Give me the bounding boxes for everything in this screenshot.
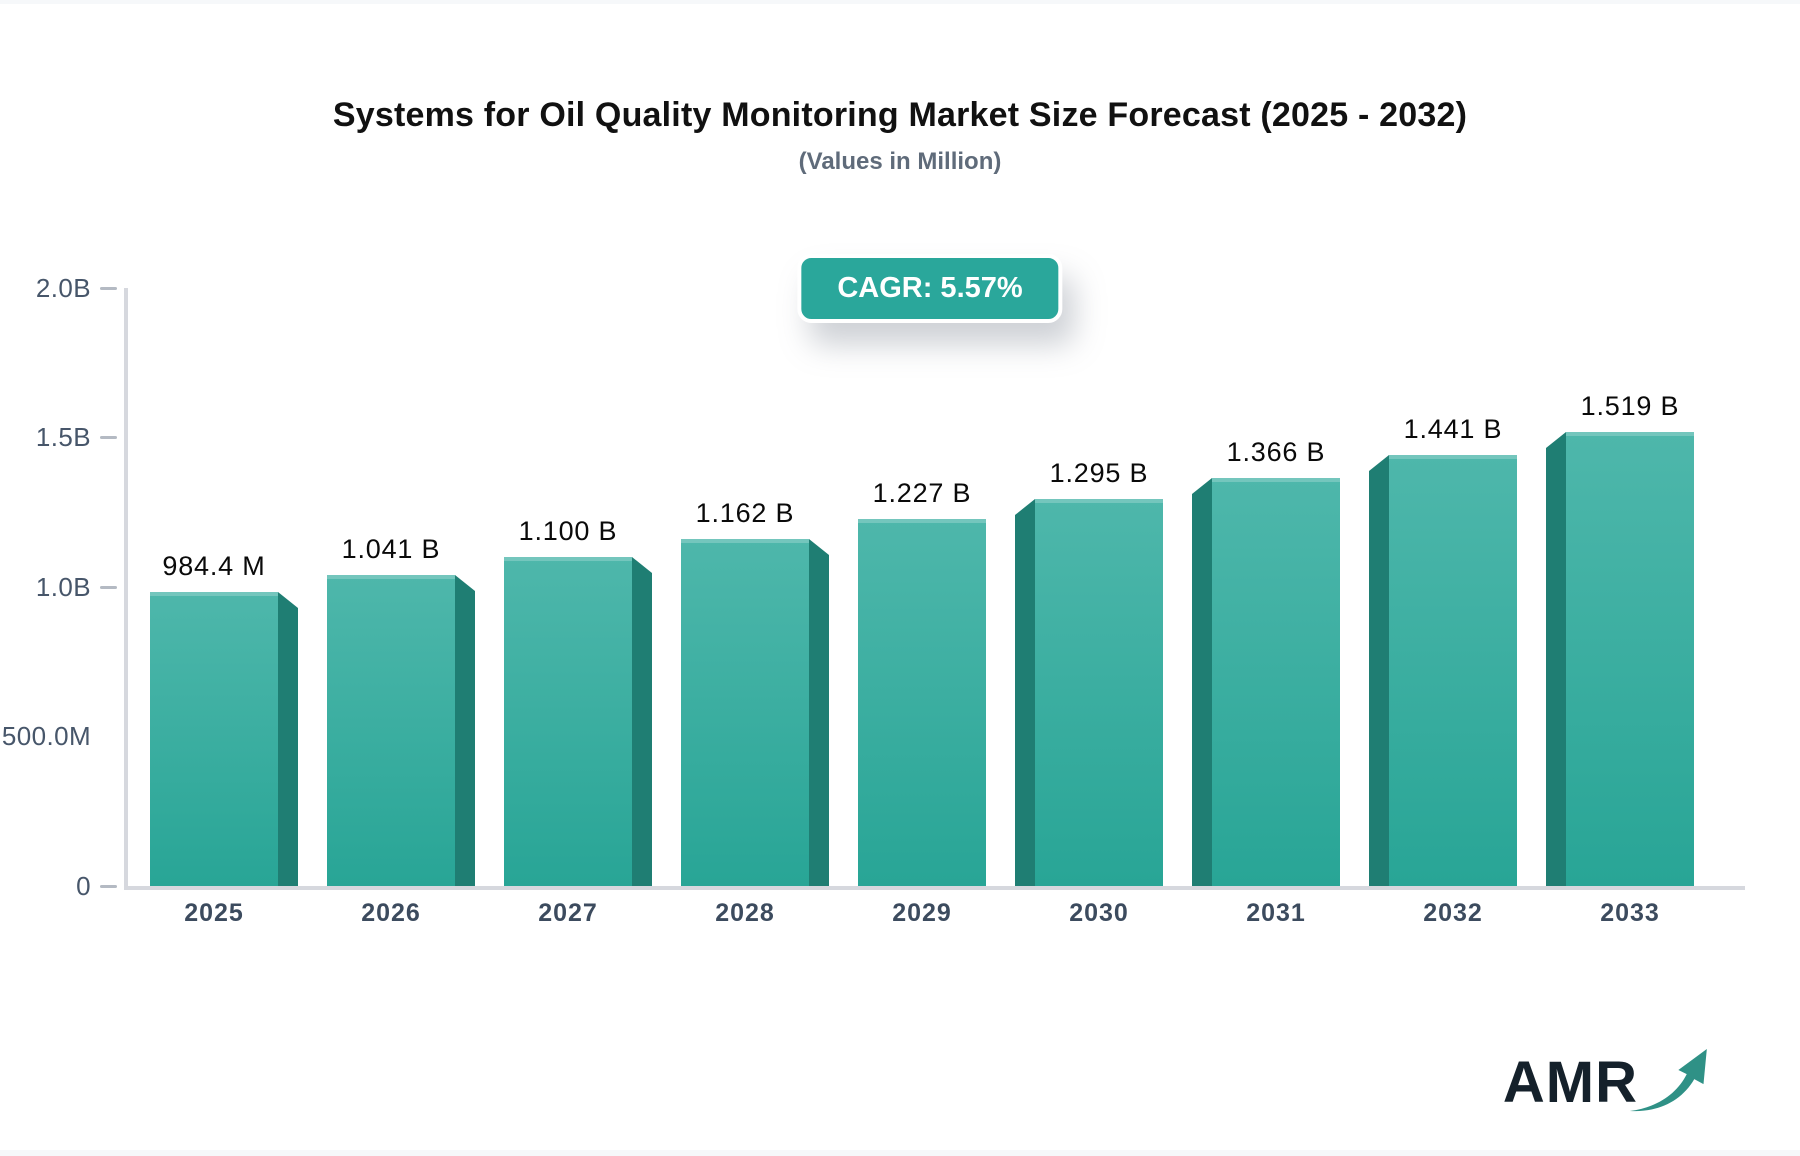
top-edge-strip bbox=[0, 0, 1800, 4]
x-tick-label-2030: 2030 bbox=[1069, 899, 1129, 927]
bar-side-face bbox=[1546, 432, 1566, 886]
bar-value-label: 1.441 B bbox=[1403, 414, 1503, 444]
bar-value-label: 1.366 B bbox=[1226, 437, 1326, 467]
bar-top-highlight bbox=[1566, 432, 1694, 436]
y-tick-500.0M: 500.0M bbox=[0, 721, 120, 752]
y-tick-dash bbox=[100, 286, 117, 290]
y-axis: 2.0B 1.5B 1.0B 500.0M 0 bbox=[0, 273, 120, 901]
bar-top-highlight bbox=[681, 539, 809, 543]
bar-value-label: 984.4 M bbox=[162, 551, 266, 581]
bar-top-highlight bbox=[858, 519, 986, 523]
y-tick-1.0B: 1.0B bbox=[0, 572, 120, 602]
x-tick-label-2029: 2029 bbox=[892, 899, 952, 927]
plot-area: 984.4 M 2025 1.041 B 2026 1.100 B 2027 1.162 B… bbox=[124, 288, 1745, 927]
bar-top-highlight bbox=[1035, 499, 1163, 503]
y-tick-dash bbox=[100, 884, 117, 888]
x-tick-label-2028: 2028 bbox=[715, 899, 775, 927]
bar-2027 bbox=[504, 557, 632, 886]
bar-value-label: 1.295 B bbox=[1049, 458, 1149, 488]
x-axis-line bbox=[124, 886, 1745, 890]
bar-side-face bbox=[809, 539, 829, 886]
bar-side-face bbox=[632, 557, 652, 886]
x-tick-label-2031: 2031 bbox=[1246, 899, 1306, 927]
x-tick-label-2025: 2025 bbox=[184, 899, 244, 927]
y-tick-label: 1.0B bbox=[35, 571, 91, 602]
cagr-badge: CAGR: 5.57% bbox=[797, 254, 1063, 323]
bar-value-label: 1.162 B bbox=[695, 498, 795, 528]
y-tick-label: 0 bbox=[76, 870, 91, 901]
y-tick-label: 2.0B bbox=[35, 272, 91, 303]
y-tick-label: 1.5B bbox=[35, 422, 91, 452]
bar-top-highlight bbox=[504, 557, 632, 561]
bar-value-label: 1.100 B bbox=[518, 516, 618, 546]
bar-2032 bbox=[1389, 455, 1517, 886]
x-tick-label-2027: 2027 bbox=[538, 899, 598, 927]
bar-top-highlight bbox=[1212, 478, 1340, 482]
bar-side-face bbox=[278, 592, 298, 886]
y-tick-0: 0 bbox=[0, 871, 120, 901]
bar-top-highlight bbox=[150, 592, 278, 596]
x-tick-label-2032: 2032 bbox=[1423, 899, 1483, 927]
bar-top-highlight bbox=[327, 575, 455, 579]
bar-2031 bbox=[1212, 478, 1340, 886]
bar-value-label: 1.519 B bbox=[1580, 391, 1680, 421]
bar-2029 bbox=[858, 519, 986, 886]
x-tick-label-2033: 2033 bbox=[1600, 899, 1660, 927]
bar-2028 bbox=[681, 539, 809, 886]
bar-2025 bbox=[150, 592, 278, 886]
amr-logo-text: AMR bbox=[1502, 1050, 1638, 1115]
y-tick-2.0B: 2.0B bbox=[0, 273, 120, 303]
bar-side-face bbox=[1015, 499, 1035, 886]
bar-side-face bbox=[1369, 455, 1389, 886]
bar-value-label: 1.041 B bbox=[341, 534, 441, 564]
chart-subtitle: (Values in Million) bbox=[798, 148, 1002, 175]
x-tick-label-2026: 2026 bbox=[361, 899, 421, 927]
bar-side-face bbox=[1192, 478, 1212, 886]
trending-up-arrow-icon bbox=[1629, 1049, 1707, 1112]
chart-title: Systems for Oil Quality Monitoring Marke… bbox=[332, 96, 1468, 134]
y-tick-dash bbox=[100, 436, 117, 439]
y-tick-dash bbox=[100, 585, 117, 589]
y-tick-1.5B: 1.5B bbox=[0, 422, 120, 453]
bar-2030 bbox=[1035, 499, 1163, 886]
bar-side-face bbox=[455, 575, 475, 886]
amr-logo: AMR bbox=[1503, 1044, 1712, 1112]
y-tick-label: 500.0M bbox=[1, 721, 91, 751]
bar-2033 bbox=[1566, 432, 1694, 886]
bar-top-highlight bbox=[1389, 455, 1517, 459]
y-axis-line bbox=[124, 288, 128, 888]
bottom-edge-strip bbox=[0, 1150, 1800, 1156]
bar-2026 bbox=[327, 575, 455, 886]
bar-value-label: 1.227 B bbox=[872, 478, 972, 508]
